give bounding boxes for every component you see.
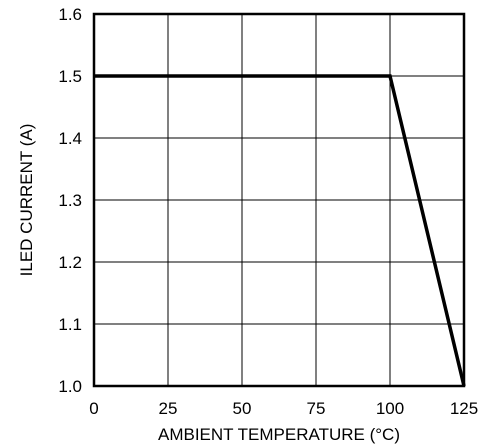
plot-frame (92, 12, 466, 388)
x-axis-title: AMBIENT TEMPERATURE (°C) (158, 425, 400, 444)
x-tick-label: 50 (233, 399, 252, 418)
series-group (94, 74, 466, 387)
y-tick-label: 1.5 (58, 67, 82, 86)
x-tick-label: 100 (376, 399, 404, 418)
y-tick-label: 1.6 (58, 5, 82, 24)
x-tick-labels: 0 25 50 75 100 125 (89, 399, 478, 418)
y-tick-labels: 1.0 1.1 1.2 1.3 1.4 1.5 1.6 (58, 5, 82, 396)
y-tick-label: 1.0 (58, 377, 82, 396)
grid (93, 13, 465, 387)
x-tick-label: 125 (450, 399, 478, 418)
x-tick-label: 75 (307, 399, 326, 418)
y-tick-label: 1.4 (58, 129, 82, 148)
y-tick-label: 1.2 (58, 253, 82, 272)
y-axis-title: ILED CURRENT (A) (17, 124, 36, 277)
x-tick-label: 25 (159, 399, 178, 418)
y-tick-label: 1.3 (58, 191, 82, 210)
x-tick-label: 0 (89, 399, 98, 418)
y-tick-label: 1.1 (58, 315, 82, 334)
series-line-0 (94, 74, 466, 387)
